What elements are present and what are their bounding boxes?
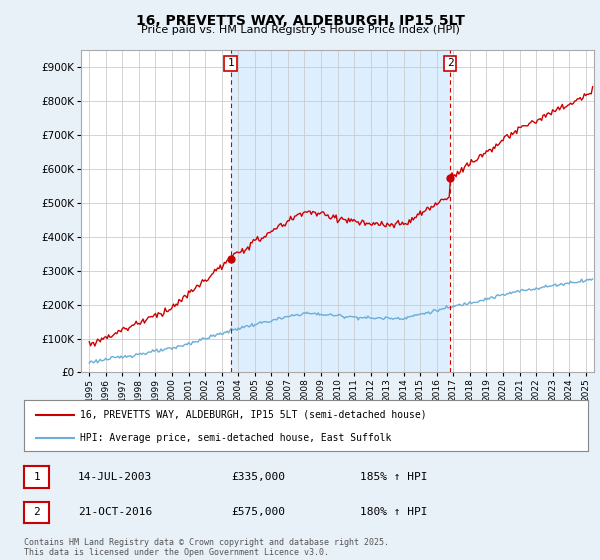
Text: 1: 1 xyxy=(227,58,234,68)
Text: 2: 2 xyxy=(446,58,454,68)
Text: HPI: Average price, semi-detached house, East Suffolk: HPI: Average price, semi-detached house,… xyxy=(80,433,392,443)
Text: Price paid vs. HM Land Registry's House Price Index (HPI): Price paid vs. HM Land Registry's House … xyxy=(140,25,460,35)
Text: Contains HM Land Registry data © Crown copyright and database right 2025.
This d: Contains HM Land Registry data © Crown c… xyxy=(24,538,389,557)
Text: £335,000: £335,000 xyxy=(231,472,285,482)
Text: 16, PREVETTS WAY, ALDEBURGH, IP15 5LT (semi-detached house): 16, PREVETTS WAY, ALDEBURGH, IP15 5LT (s… xyxy=(80,409,427,419)
Text: £575,000: £575,000 xyxy=(231,507,285,517)
Text: 16, PREVETTS WAY, ALDEBURGH, IP15 5LT: 16, PREVETTS WAY, ALDEBURGH, IP15 5LT xyxy=(136,14,464,28)
Text: 2: 2 xyxy=(33,507,40,517)
Text: 21-OCT-2016: 21-OCT-2016 xyxy=(78,507,152,517)
Text: 14-JUL-2003: 14-JUL-2003 xyxy=(78,472,152,482)
Text: 180% ↑ HPI: 180% ↑ HPI xyxy=(360,507,427,517)
Bar xyxy=(230,50,450,372)
Text: 185% ↑ HPI: 185% ↑ HPI xyxy=(360,472,427,482)
Text: 1: 1 xyxy=(33,472,40,482)
